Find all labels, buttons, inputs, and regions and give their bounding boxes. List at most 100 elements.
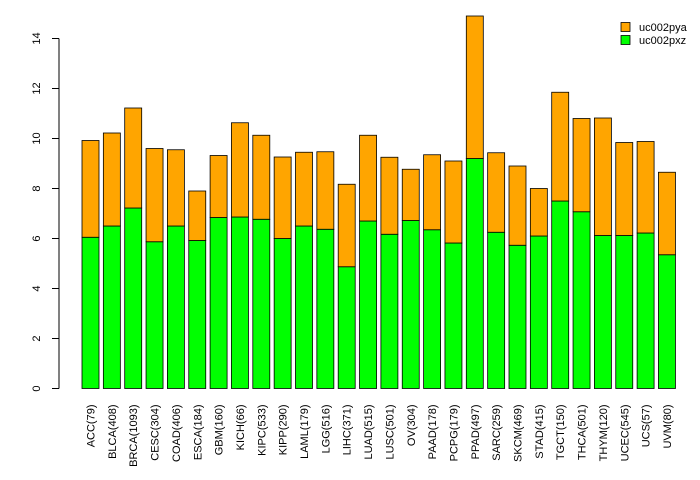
- bar-uc002pya-13: [359, 134, 377, 222]
- bar-uc002pya-19: [487, 152, 506, 233]
- y-tick-label: 10: [31, 132, 43, 144]
- x-tick-label: KIPP(290): [278, 405, 290, 456]
- bar-uc002pxz-22: [551, 200, 570, 389]
- bar-uc002pya-3: [145, 148, 164, 243]
- bar-uc002pya-23: [572, 118, 591, 213]
- bar-uc002pxz-15: [401, 220, 420, 389]
- bar-uc002pxz-12: [337, 266, 356, 389]
- bar-uc002pya-12: [337, 183, 356, 268]
- bar-uc002pxz-27: [658, 254, 676, 389]
- bar-uc002pya-6: [209, 155, 228, 218]
- x-tick-label: PCPG(179): [448, 405, 460, 462]
- x-tick-label: BLCA(408): [107, 405, 119, 459]
- bar-uc002pya-5: [188, 190, 207, 241]
- bar-uc002pxz-0: [81, 236, 100, 389]
- bar-uc002pya-11: [316, 151, 335, 230]
- bars: [81, 15, 676, 389]
- x-tick-label: THYM(120): [598, 405, 610, 462]
- legend-swatch-uc002pxz: [620, 35, 631, 45]
- x-tick-label: UCS(57): [641, 405, 653, 448]
- bar-uc002pxz-9: [273, 238, 292, 389]
- bar-uc002pxz-6: [209, 217, 228, 389]
- x-tick-label: SARC(259): [491, 405, 503, 461]
- bar-uc002pxz-18: [465, 158, 484, 389]
- bar-uc002pxz-7: [231, 216, 249, 389]
- bar-uc002pya-15: [401, 168, 420, 221]
- bar-uc002pya-17: [444, 160, 463, 244]
- bar-uc002pya-25: [615, 142, 634, 236]
- x-tick-label: LUAD(515): [363, 405, 375, 460]
- x-tick-label: LGG(516): [320, 405, 332, 454]
- x-tick-label: SKCM(469): [513, 405, 525, 462]
- bar-uc002pxz-24: [594, 235, 612, 389]
- bar-uc002pya-2: [124, 107, 143, 209]
- y-tick-label: 6: [31, 235, 43, 241]
- legend-label-uc002pxz: uc002pxz: [639, 35, 686, 47]
- bar-uc002pxz-11: [316, 228, 335, 389]
- bar-uc002pya-0: [81, 140, 100, 238]
- bar-uc002pxz-26: [636, 232, 655, 389]
- bar-uc002pya-22: [551, 91, 570, 202]
- y-tick-label: 2: [31, 335, 43, 341]
- x-tick-label: LUSC(501): [384, 405, 396, 460]
- bar-uc002pya-4: [166, 149, 185, 227]
- y-axis: 0 2 4 6 8 10 12 14: [31, 32, 60, 392]
- bar-uc002pxz-8: [252, 218, 271, 389]
- y-tick-label: 4: [31, 285, 43, 291]
- bar-uc002pxz-17: [444, 242, 463, 389]
- x-tick-label: COAD(406): [171, 405, 183, 462]
- bar-uc002pxz-20: [508, 244, 527, 389]
- x-tick-label: THCA(501): [577, 405, 589, 461]
- bar-uc002pxz-5: [188, 240, 207, 389]
- bar-uc002pya-21: [529, 188, 548, 237]
- x-tick-label: ESCA(184): [192, 405, 204, 461]
- y-tick-label: 8: [31, 185, 43, 191]
- x-tick-label: GBM(160): [214, 405, 226, 456]
- bar-uc002pya-27: [658, 171, 676, 256]
- bar-uc002pxz-19: [487, 231, 506, 389]
- x-tick-label: TGCT(150): [555, 405, 567, 461]
- bar-uc002pya-26: [636, 141, 655, 234]
- x-tick-label: KIPC(533): [256, 405, 268, 456]
- bar-uc002pya-16: [423, 154, 442, 231]
- bar-uc002pxz-10: [295, 225, 313, 389]
- legend-swatch-uc002pya: [620, 22, 631, 32]
- x-tick-label: PAAD(178): [427, 405, 439, 460]
- bar-uc002pya-24: [594, 117, 612, 236]
- y-tick-label: 0: [31, 385, 43, 391]
- bar-uc002pxz-4: [166, 225, 185, 389]
- bar-uc002pya-1: [102, 132, 121, 227]
- x-tick-label: UCEC(545): [619, 405, 631, 462]
- x-tick-label: CESC(304): [150, 405, 162, 461]
- bar-uc002pxz-21: [529, 235, 548, 389]
- x-tick-label: PPAD(497): [470, 405, 482, 460]
- x-tick-label: LIHC(371): [342, 405, 354, 456]
- x-tick-label: ACC(79): [86, 405, 98, 448]
- bar-uc002pxz-2: [124, 207, 143, 389]
- bar-uc002pxz-23: [572, 211, 591, 389]
- bar-uc002pxz-13: [359, 220, 377, 389]
- bar-uc002pya-9: [273, 156, 292, 239]
- bar-uc002pxz-3: [145, 241, 164, 389]
- bar-uc002pxz-25: [615, 235, 634, 389]
- x-tick-label: STAD(415): [534, 405, 546, 459]
- x-tick-label: UVM(80): [662, 405, 674, 449]
- bar-uc002pya-20: [508, 165, 527, 246]
- bar-uc002pya-10: [295, 151, 313, 227]
- bar-uc002pxz-14: [380, 233, 399, 389]
- y-tick-label: 14: [31, 32, 43, 44]
- x-tick-label: LAML(179): [299, 405, 311, 459]
- bar-uc002pya-18: [465, 15, 484, 159]
- bar-uc002pya-14: [380, 156, 399, 235]
- bar-uc002pxz-1: [102, 225, 121, 389]
- y-tick-label: 12: [31, 82, 43, 94]
- x-tick-label: KICH(66): [235, 405, 247, 451]
- bar-uc002pxz-16: [423, 229, 442, 389]
- x-axis-labels: ACC(79) BLCA(408) BRCA(1093) CESC(304) COAD(…: [86, 405, 674, 467]
- x-tick-label: OV(304): [406, 405, 418, 447]
- legend-label-uc002pya: uc002pya: [639, 22, 688, 34]
- bar-uc002pya-7: [231, 122, 249, 218]
- x-tick-label: BRCA(1093): [128, 405, 140, 467]
